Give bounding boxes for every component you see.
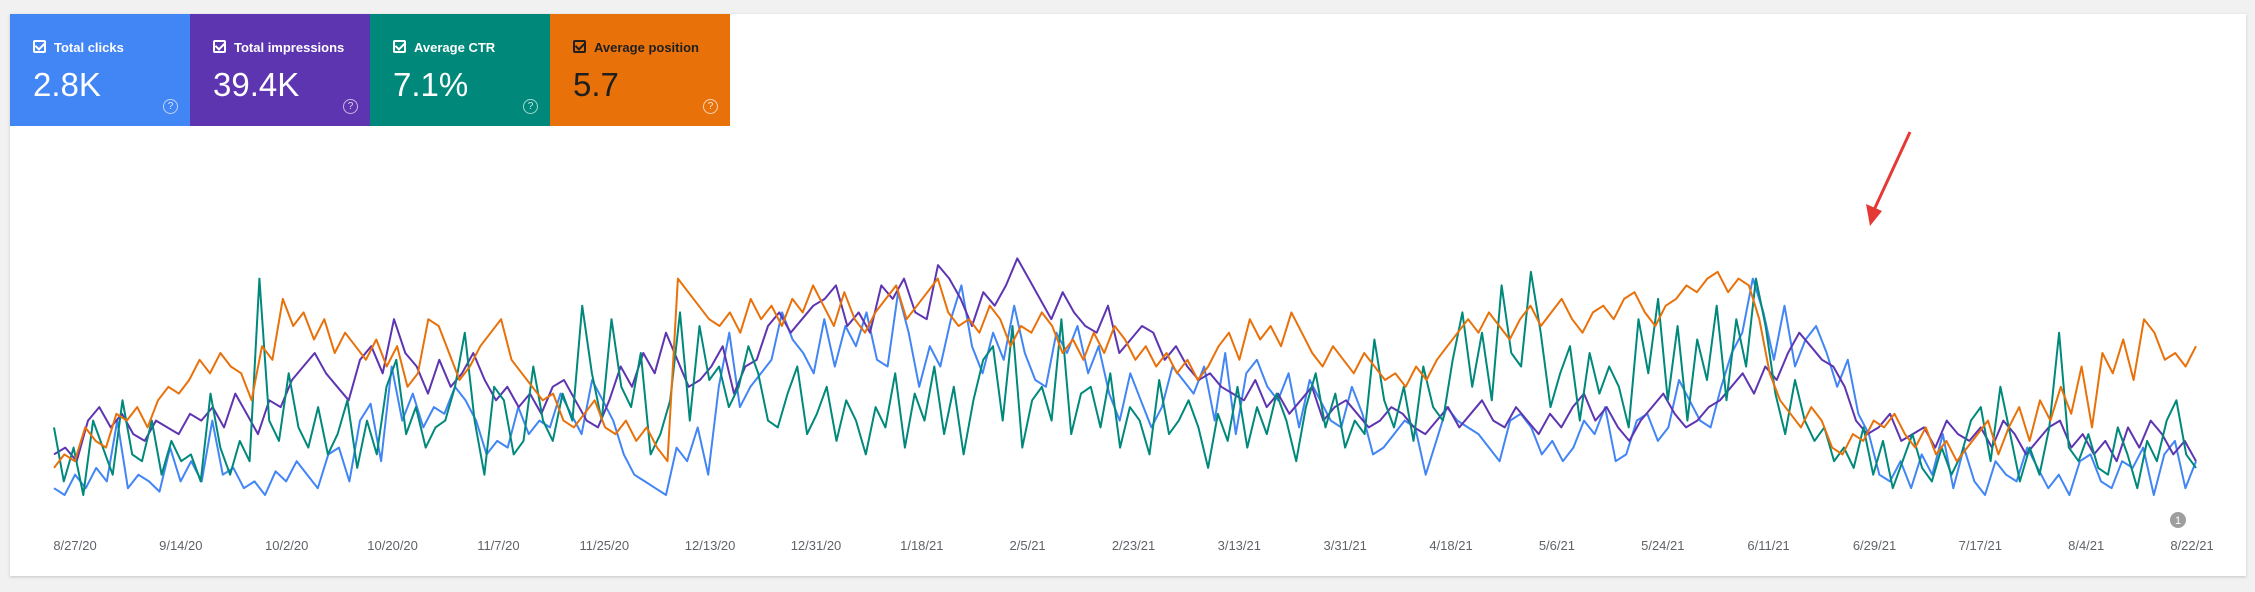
svg-text:1: 1 <box>2175 515 2181 527</box>
x-tick-label: 1/18/21 <box>900 538 943 553</box>
x-tick-label: 7/17/21 <box>1959 538 2002 553</box>
x-tick-label: 3/31/21 <box>1324 538 1367 553</box>
x-tick-label: 2/23/21 <box>1112 538 1155 553</box>
help-icon[interactable]: ? <box>523 99 538 114</box>
x-tick-label: 8/4/21 <box>2068 538 2104 553</box>
metric-cards: Total clicks 2.8K ? Total impressions 39… <box>10 14 730 126</box>
x-tick-label: 11/7/20 <box>477 538 519 553</box>
series-line-average-ctr[interactable] <box>53 270 2197 496</box>
metric-value: 5.7 <box>573 66 619 103</box>
x-tick-label: 8/22/21 <box>2170 538 2213 553</box>
metric-card-position[interactable]: Average position 5.7 ? <box>550 14 730 126</box>
checkbox-icon[interactable] <box>33 40 46 53</box>
x-tick-label: 12/31/20 <box>791 538 842 553</box>
checkbox-icon[interactable] <box>213 40 226 53</box>
x-tick-label: 5/24/21 <box>1641 538 1684 553</box>
x-tick-label: 2/5/21 <box>1010 538 1046 553</box>
metric-card-ctr[interactable]: Average CTR 7.1% ? <box>370 14 550 126</box>
metric-value: 39.4K <box>213 66 300 103</box>
help-icon[interactable]: ? <box>703 99 718 114</box>
metric-label: Total clicks <box>54 40 124 55</box>
x-tick-label: 10/20/20 <box>367 538 418 553</box>
x-tick-label: 6/29/21 <box>1853 538 1896 553</box>
annotation-badge[interactable]: 1 <box>2170 512 2186 528</box>
red-arrow-annotation <box>1866 131 1912 226</box>
metric-value: 2.8K <box>33 66 101 103</box>
series-line-total-impressions[interactable] <box>53 257 2197 463</box>
metric-label: Total impressions <box>234 40 345 55</box>
metric-value: 7.1% <box>393 66 469 103</box>
x-tick-label: 9/14/20 <box>159 538 202 553</box>
series-line-total-clicks[interactable] <box>53 277 2197 496</box>
x-tick-label: 8/27/20 <box>53 538 96 553</box>
metric-label: Average CTR <box>414 40 496 55</box>
metric-card-impressions[interactable]: Total impressions 39.4K ? <box>190 14 370 126</box>
checkbox-icon[interactable] <box>573 40 586 53</box>
performance-panel: 8/27/20 9/14/20 10/2/20 10/20/20 11/7/20 11/2… <box>10 14 2246 576</box>
x-tick-label: 11/25/20 <box>579 538 629 553</box>
metric-label: Average position <box>594 40 699 55</box>
x-tick-label: 10/2/20 <box>265 538 308 553</box>
metric-card-clicks[interactable]: Total clicks 2.8K ? <box>10 14 190 126</box>
help-icon[interactable]: ? <box>343 99 358 114</box>
x-tick-label: 3/13/21 <box>1218 538 1261 553</box>
x-tick-label: 5/6/21 <box>1539 538 1575 553</box>
x-tick-label: 4/18/21 <box>1429 538 1472 553</box>
performance-chart: 8/27/20 9/14/20 10/2/20 10/20/20 11/7/20 11/2… <box>53 131 2214 553</box>
x-tick-label: 12/13/20 <box>685 538 736 553</box>
series-line-average-position[interactable] <box>53 270 2197 469</box>
x-tick-label: 6/11/21 <box>1747 538 1789 553</box>
checkbox-icon[interactable] <box>393 40 406 53</box>
help-icon[interactable]: ? <box>163 99 178 114</box>
